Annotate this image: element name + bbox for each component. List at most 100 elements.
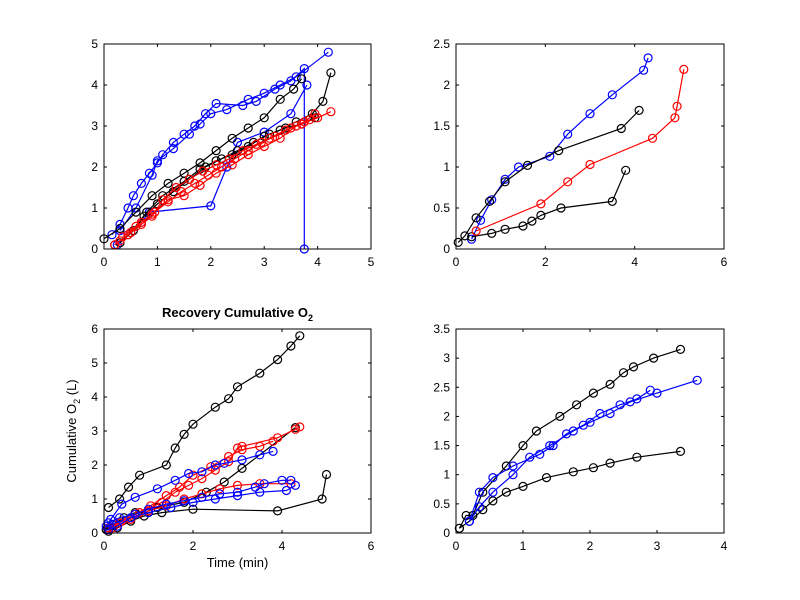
data-point xyxy=(487,195,497,205)
data-point xyxy=(554,146,564,156)
data-point xyxy=(210,402,220,412)
y-tick-label: 2.5 xyxy=(433,380,450,394)
data-point xyxy=(638,65,649,75)
data-point xyxy=(652,388,662,398)
data-point xyxy=(115,223,125,234)
x-tick-label: 2 xyxy=(542,255,549,269)
data-point xyxy=(453,237,463,247)
data-point xyxy=(210,494,220,504)
data-point xyxy=(500,224,510,234)
data-point xyxy=(147,191,157,201)
data-point xyxy=(232,491,243,501)
data-point xyxy=(211,146,221,156)
y-tick-label: 4 xyxy=(91,390,98,404)
data-point xyxy=(310,109,320,119)
x-tick-label: 4 xyxy=(279,539,286,553)
data-point xyxy=(206,109,216,119)
data-point xyxy=(163,195,173,205)
y-tick-label: 1 xyxy=(443,468,450,482)
data-point xyxy=(471,226,481,236)
y-tick-label: 2 xyxy=(443,409,450,423)
x-axis-label: Time (min) xyxy=(207,555,269,570)
data-point xyxy=(268,436,278,446)
data-point xyxy=(107,230,117,240)
data-point xyxy=(588,463,599,473)
data-point xyxy=(184,468,194,479)
series-line xyxy=(468,379,698,522)
y-tick-label: 0.5 xyxy=(433,497,450,511)
series-6 xyxy=(115,113,320,248)
data-point xyxy=(323,47,333,57)
data-point xyxy=(264,133,275,143)
data-point xyxy=(317,494,327,504)
data-point xyxy=(545,441,555,451)
data-point xyxy=(281,485,291,496)
data-point xyxy=(275,80,285,90)
data-point xyxy=(556,203,566,213)
data-point xyxy=(643,53,653,63)
series-line xyxy=(122,119,310,238)
data-point xyxy=(123,482,134,492)
data-point xyxy=(563,177,573,187)
series-1 xyxy=(103,331,305,513)
data-point xyxy=(195,119,205,129)
series-line xyxy=(108,335,301,508)
data-point xyxy=(215,484,225,494)
axis-frame xyxy=(103,43,372,250)
x-tick-label: 0 xyxy=(453,539,460,553)
series-6 xyxy=(108,479,296,533)
data-point xyxy=(158,195,168,205)
y-tick-label: 3.5 xyxy=(433,322,450,336)
data-point xyxy=(536,199,546,209)
data-point xyxy=(464,516,474,526)
y-tick-label: 2 xyxy=(91,458,98,472)
axis-frame xyxy=(103,328,372,534)
data-point xyxy=(158,150,168,160)
data-point xyxy=(128,191,138,201)
data-point xyxy=(275,94,285,104)
x-tick-label: 2 xyxy=(207,255,214,269)
data-point xyxy=(474,502,484,512)
data-point xyxy=(126,228,136,238)
data-point xyxy=(255,368,265,378)
y-tick-label: 0 xyxy=(91,526,98,540)
x-tick-label: 1 xyxy=(154,255,161,269)
data-point xyxy=(471,213,481,223)
data-point xyxy=(605,458,615,468)
data-point xyxy=(508,470,518,480)
data-point xyxy=(299,117,309,127)
series-line xyxy=(471,57,649,240)
data-point xyxy=(670,113,680,123)
x-tick-label: 0 xyxy=(453,255,460,269)
data-point xyxy=(518,481,528,491)
data-point xyxy=(675,446,686,456)
y-tick-label: 1 xyxy=(443,160,450,174)
data-point xyxy=(555,411,565,421)
data-point xyxy=(179,176,189,186)
data-point xyxy=(326,68,336,78)
series-line xyxy=(105,450,274,527)
data-point xyxy=(179,191,189,201)
data-point xyxy=(531,426,542,436)
data-point xyxy=(259,88,269,98)
data-point xyxy=(188,419,198,429)
data-point xyxy=(525,452,535,462)
data-point xyxy=(126,513,136,523)
data-point xyxy=(135,470,145,480)
data-point xyxy=(243,150,253,160)
axis-frame xyxy=(455,43,725,250)
data-point xyxy=(275,133,285,143)
data-point xyxy=(166,502,176,513)
data-point xyxy=(634,105,644,116)
data-point xyxy=(648,353,659,363)
data-point xyxy=(318,96,328,107)
data-point xyxy=(679,64,689,75)
data-point xyxy=(289,84,299,94)
data-point xyxy=(321,469,332,480)
data-point xyxy=(232,146,243,156)
data-point xyxy=(291,121,301,131)
y-tick-label: 0 xyxy=(443,242,450,256)
y-tick-label: 0.5 xyxy=(433,201,450,215)
chart-panel-3: 0 2 4 6 0 1 2 3 4 5 6 Recovery Cumulative O2 Time (m… xyxy=(64,305,375,570)
data-point xyxy=(286,109,296,119)
